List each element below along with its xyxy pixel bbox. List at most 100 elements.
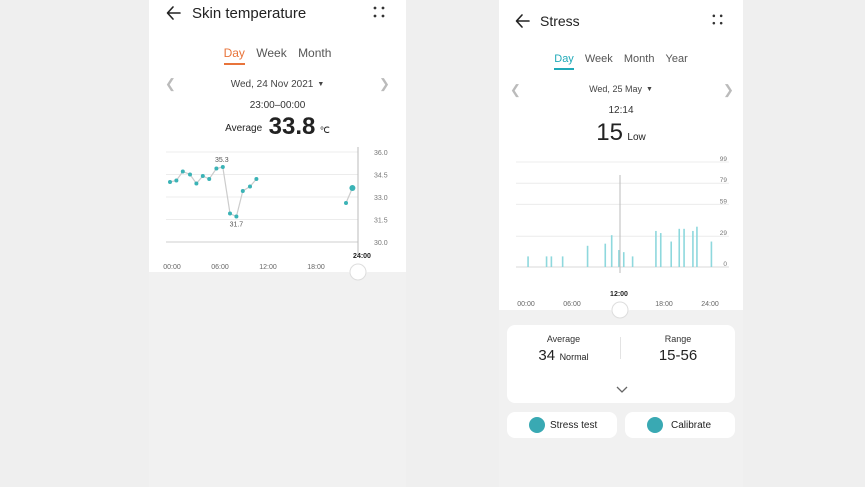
- skin-temperature-screen: Skin temperature Day Week Month ❮ Wed, 2…: [149, 0, 406, 487]
- tab-day[interactable]: Day: [554, 53, 574, 70]
- bar: [610, 235, 613, 267]
- data-point: [344, 201, 348, 205]
- data-point: [248, 184, 252, 189]
- date-label: Wed, 24 Nov 2021: [230, 79, 314, 90]
- bar: [659, 233, 662, 267]
- x-tick-label: 00:00: [163, 264, 181, 271]
- cursor-label: 24:00: [353, 253, 371, 260]
- average-block: Average 34 Normal: [507, 334, 620, 365]
- y-tick-label: 99: [720, 156, 728, 163]
- chart-cursor-handle[interactable]: [605, 296, 635, 326]
- bar: [561, 256, 564, 267]
- y-tick-label: 36.0: [374, 150, 388, 157]
- data-point: [214, 166, 219, 171]
- range-label: Range: [664, 334, 692, 344]
- bar: [692, 230, 694, 267]
- dropdown-caret-icon: ▼: [645, 86, 653, 93]
- tab-year[interactable]: Year: [665, 53, 688, 65]
- x-tick-label: 24:00: [701, 301, 719, 308]
- tab-week[interactable]: Week: [584, 53, 613, 65]
- more-dots-icon[interactable]: [373, 6, 385, 18]
- dropdown-caret-icon: ▼: [317, 81, 325, 88]
- bar: [622, 252, 625, 267]
- bar: [683, 228, 685, 267]
- stress-panel: Stress Day Week Month Year ❮ Wed, 25 May…: [499, 0, 743, 310]
- cursor-label: 12:00: [610, 291, 628, 298]
- chart-cursor-handle[interactable]: [343, 258, 373, 288]
- stress-chart: 99 79 59 29 0 12:00 00:00 06:00 18:00 24:00: [516, 156, 729, 308]
- bar: [586, 245, 589, 267]
- data-point: [254, 177, 259, 181]
- stress-test-label: Stress test: [550, 420, 598, 431]
- bar: [710, 241, 713, 267]
- bar: [696, 226, 698, 267]
- bar: [670, 241, 673, 267]
- page-title: Stress: [540, 13, 580, 29]
- bar: [678, 228, 681, 267]
- chevron-left-icon[interactable]: ❮: [165, 76, 176, 91]
- y-tick-label: 33.0: [374, 195, 388, 202]
- x-tick-label: 12:00: [259, 264, 277, 271]
- data-point: [188, 172, 192, 177]
- divider: [620, 337, 621, 359]
- chevron-left-icon[interactable]: ❮: [510, 82, 521, 97]
- tab-month[interactable]: Month: [623, 53, 655, 65]
- x-tick-label: 06:00: [211, 264, 229, 271]
- date-selector[interactable]: Wed, 24 Nov 2021 ▼: [149, 79, 406, 90]
- back-arrow-icon[interactable]: [165, 4, 183, 22]
- bar: [550, 256, 553, 267]
- data-point: [168, 180, 172, 184]
- bar: [527, 256, 529, 267]
- x-tick-label: 18:00: [307, 264, 325, 271]
- back-arrow-icon[interactable]: [514, 12, 532, 30]
- stress-test-icon: [529, 417, 545, 433]
- bar: [618, 250, 620, 267]
- y-tick-label: 34.5: [374, 173, 388, 180]
- average-value: 33.8: [268, 113, 316, 140]
- skin-temperature-chart: 36.0 34.5 33.0 31.5 30.0 00:00 06:00 12:00 18:00…: [163, 147, 388, 271]
- data-point: [194, 181, 199, 186]
- average-label: Average: [546, 334, 581, 344]
- calibrate-button[interactable]: Calibrate: [625, 412, 735, 438]
- period-tabs: Day Week Month Year: [499, 53, 743, 70]
- period-tabs: Day Week Month: [149, 46, 406, 65]
- range-value: 15-56: [658, 347, 698, 364]
- stress-level: Low: [627, 132, 646, 143]
- x-tick-label: 00:00: [517, 301, 535, 308]
- average-row: Average 33.8 ℃: [149, 113, 406, 141]
- y-tick-label: 79: [720, 177, 728, 184]
- average-level: Normal: [559, 352, 589, 362]
- data-point: [234, 214, 239, 219]
- header: Stress: [499, 0, 743, 30]
- page-title: Skin temperature: [192, 5, 307, 22]
- data-point: [180, 169, 185, 174]
- stress-screen: Stress Day Week Month Year ❮ Wed, 25 May…: [499, 0, 743, 487]
- data-point: [349, 185, 356, 191]
- data-point: [220, 165, 225, 169]
- chevron-right-icon[interactable]: ❯: [723, 82, 734, 97]
- max-label: 35.3: [215, 157, 229, 164]
- more-dots-icon[interactable]: [712, 14, 723, 25]
- average-value: 34: [538, 347, 556, 364]
- tab-week[interactable]: Week: [256, 46, 287, 60]
- unit-label: ℃: [319, 125, 330, 135]
- data-point: [207, 177, 212, 181]
- tab-month[interactable]: Month: [298, 46, 332, 60]
- bar: [631, 256, 634, 267]
- y-tick-label: 30.0: [374, 240, 388, 247]
- chevron-down-icon[interactable]: [616, 386, 628, 394]
- y-tick-label: 31.5: [374, 218, 388, 225]
- date-label: Wed, 25 May: [589, 84, 642, 94]
- y-tick-label: 0: [723, 261, 727, 268]
- range-block: Range 15-56: [621, 334, 735, 364]
- calibrate-icon: [647, 417, 663, 433]
- date-selector[interactable]: Wed, 25 May ▼: [499, 84, 743, 94]
- data-point: [228, 211, 232, 216]
- stress-test-button[interactable]: Stress test: [507, 412, 617, 438]
- tab-day[interactable]: Day: [223, 46, 245, 65]
- bar: [655, 230, 657, 267]
- chevron-right-icon[interactable]: ❯: [379, 76, 390, 91]
- data-point: [200, 174, 205, 178]
- data-point: [240, 189, 245, 193]
- calibrate-label: Calibrate: [671, 420, 712, 431]
